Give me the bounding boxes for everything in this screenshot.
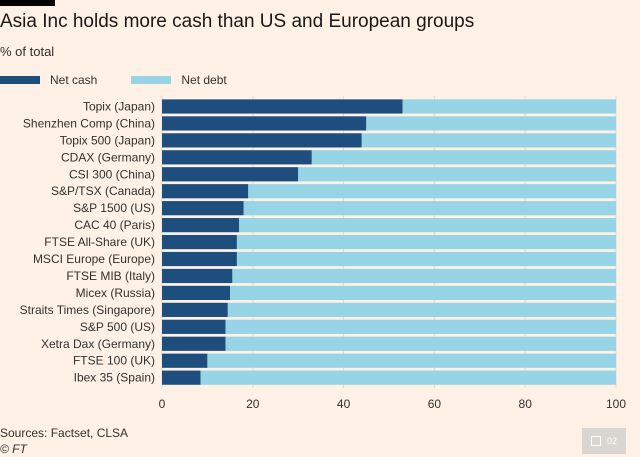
bar-net-debt-4 xyxy=(298,167,616,182)
category-label-2: Topix 500 (Japan) xyxy=(60,133,155,147)
bar-net-debt-12 xyxy=(227,302,616,317)
ft-credit: © FT xyxy=(0,442,27,456)
bar-net-debt-16 xyxy=(200,370,616,385)
legend-item-net-cash: Net cash xyxy=(0,73,97,87)
bar-net-cash-5 xyxy=(162,184,249,199)
bar-net-cash-11 xyxy=(162,285,231,301)
bar-net-cash-8 xyxy=(162,234,237,250)
bar-net-debt-3 xyxy=(311,150,616,165)
bar-net-cash-9 xyxy=(162,251,237,267)
category-label-4: CSI 300 (China) xyxy=(69,167,155,181)
category-label-7: CAC 40 (Paris) xyxy=(74,218,155,232)
x-tick-label-80: 80 xyxy=(519,397,533,411)
category-label-12: Straits Times (Singapore) xyxy=(20,303,155,317)
category-label-0: Topix (Japan) xyxy=(83,99,155,113)
bar-net-cash-12 xyxy=(162,302,228,317)
category-label-16: Ibex 35 (Spain) xyxy=(74,371,155,385)
bar-net-debt-15 xyxy=(207,353,616,368)
bar-net-cash-1 xyxy=(162,116,367,131)
bar-net-debt-2 xyxy=(361,133,616,148)
category-label-10: FTSE MIB (Italy) xyxy=(66,269,155,283)
x-tick-label-100: 100 xyxy=(606,397,626,411)
chart-badge[interactable]: 02 xyxy=(582,428,626,454)
image-icon xyxy=(590,436,601,446)
category-label-8: FTSE All-Share (UK) xyxy=(44,235,155,249)
bar-net-debt-7 xyxy=(239,218,616,233)
bar-net-cash-10 xyxy=(162,268,233,284)
category-label-11: Micex (Russia) xyxy=(76,286,155,300)
bar-net-cash-2 xyxy=(162,133,362,148)
category-label-1: Shenzhen Comp (China) xyxy=(23,116,155,130)
bar-net-cash-0 xyxy=(162,99,403,114)
chart-title: Asia Inc holds more cash than US and Eur… xyxy=(0,11,475,32)
category-label-13: S&P 500 (US) xyxy=(80,320,155,334)
badge-number: 02 xyxy=(606,436,617,446)
bar-net-debt-9 xyxy=(236,251,616,267)
x-tick-label-60: 60 xyxy=(428,397,442,411)
bar-net-debt-8 xyxy=(236,234,616,250)
category-label-6: S&P 1500 (US) xyxy=(73,201,155,215)
legend-label-net-cash: Net cash xyxy=(50,73,98,87)
category-label-5: S&P/TSX (Canada) xyxy=(51,184,155,198)
x-tick-label-0: 0 xyxy=(159,397,166,411)
chart-subtitle: % of total xyxy=(0,44,55,59)
bar-net-cash-14 xyxy=(162,336,226,351)
bar-net-debt-10 xyxy=(232,268,616,284)
bar-net-cash-4 xyxy=(162,167,299,182)
bar-net-cash-3 xyxy=(162,150,312,165)
stacked-bar-chart: Topix (Japan) Shenzhen Comp (China) Topix … xyxy=(20,96,626,411)
category-label-3: CDAX (Germany) xyxy=(61,150,155,164)
source-note: Sources: Factset, CLSA xyxy=(0,426,129,440)
bar-net-cash-6 xyxy=(162,201,244,216)
category-label-15: FTSE 100 (UK) xyxy=(73,354,155,368)
bar-net-debt-11 xyxy=(230,285,616,301)
bar-net-debt-0 xyxy=(402,99,616,114)
legend: Net cash Net debt xyxy=(0,73,261,87)
bar-net-debt-1 xyxy=(366,116,616,131)
bar-net-debt-6 xyxy=(243,201,616,216)
x-tick-label-20: 20 xyxy=(246,397,260,411)
category-label-9: MSCI Europe (Europe) xyxy=(33,252,155,266)
legend-swatch-net-cash xyxy=(0,76,40,84)
bar-net-debt-14 xyxy=(225,336,616,351)
bar-net-cash-7 xyxy=(162,218,240,233)
category-label-14: Xetra Dax (Germany) xyxy=(41,337,155,351)
legend-swatch-net-debt xyxy=(131,76,172,84)
legend-label-net-debt: Net debt xyxy=(181,73,227,87)
bar-net-debt-5 xyxy=(248,184,616,199)
brand-bar xyxy=(0,0,55,6)
bar-net-debt-13 xyxy=(225,319,616,334)
bar-net-cash-13 xyxy=(162,319,226,334)
bar-net-cash-15 xyxy=(162,353,208,368)
legend-item-net-debt: Net debt xyxy=(131,73,227,87)
bar-net-cash-16 xyxy=(162,370,201,385)
x-tick-label-40: 40 xyxy=(337,397,351,411)
